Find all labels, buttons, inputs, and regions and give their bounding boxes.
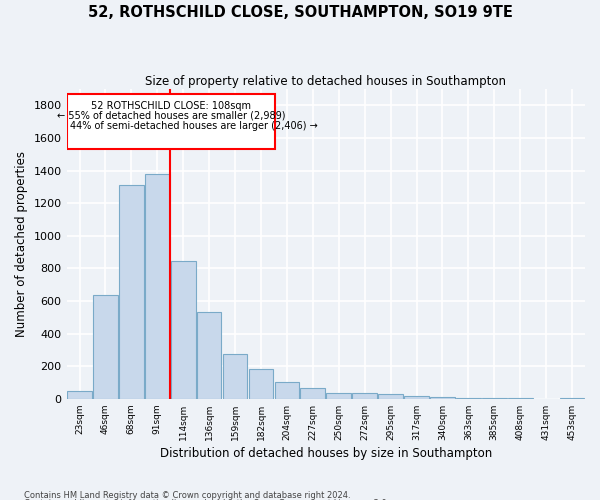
Text: 44% of semi-detached houses are larger (2,406) →: 44% of semi-detached houses are larger (… — [70, 121, 317, 131]
Bar — [352, 393, 377, 399]
X-axis label: Distribution of detached houses by size in Southampton: Distribution of detached houses by size … — [160, 447, 492, 460]
Bar — [326, 392, 351, 399]
Text: 52 ROTHSCHILD CLOSE: 108sqm: 52 ROTHSCHILD CLOSE: 108sqm — [91, 100, 251, 110]
Text: Contains HM Land Registry data © Crown copyright and database right 2024.: Contains HM Land Registry data © Crown c… — [24, 490, 350, 500]
Bar — [430, 397, 455, 399]
Bar — [223, 354, 247, 399]
Bar — [145, 174, 170, 399]
Title: Size of property relative to detached houses in Southampton: Size of property relative to detached ho… — [145, 75, 506, 88]
Bar — [197, 312, 221, 399]
Text: 52, ROTHSCHILD CLOSE, SOUTHAMPTON, SO19 9TE: 52, ROTHSCHILD CLOSE, SOUTHAMPTON, SO19 … — [88, 5, 512, 20]
Bar — [378, 394, 403, 399]
Bar — [67, 390, 92, 399]
Bar — [456, 398, 481, 399]
Y-axis label: Number of detached properties: Number of detached properties — [15, 151, 28, 337]
Bar — [404, 396, 429, 399]
Bar — [171, 261, 196, 399]
FancyBboxPatch shape — [67, 94, 275, 150]
Bar — [301, 388, 325, 399]
Bar — [119, 186, 143, 399]
Bar — [275, 382, 299, 399]
Text: ← 55% of detached houses are smaller (2,989): ← 55% of detached houses are smaller (2,… — [57, 110, 286, 120]
Bar — [248, 368, 273, 399]
Bar — [93, 294, 118, 399]
Bar — [560, 398, 584, 399]
